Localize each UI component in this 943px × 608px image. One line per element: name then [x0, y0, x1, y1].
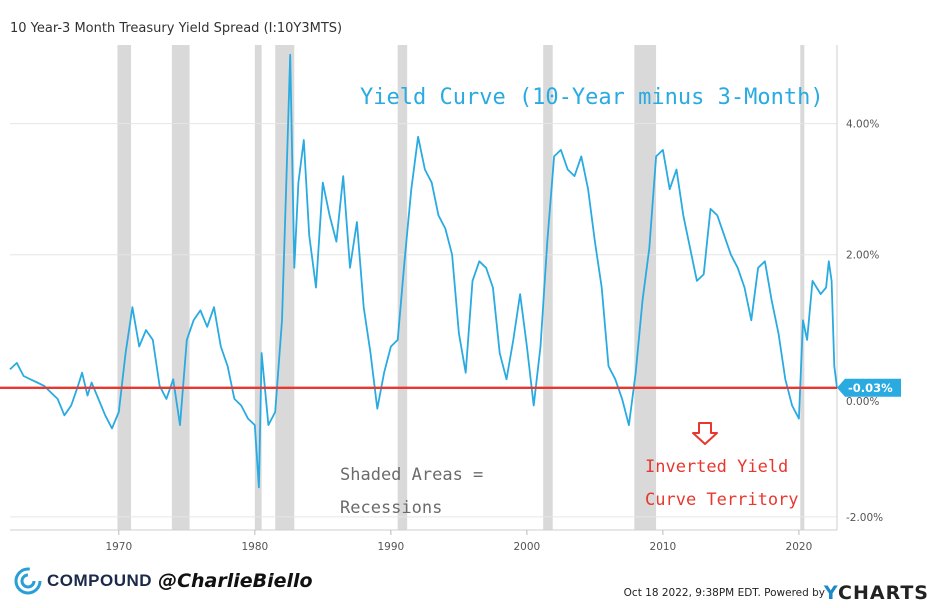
- timestamp-text: Oct 18 2022, 9:38PM EDT.: [623, 587, 761, 599]
- x-tick-label: 2010: [650, 541, 677, 553]
- powered-by-text: Powered by: [764, 587, 825, 599]
- x-tick-label: 1970: [105, 541, 132, 553]
- x-tick-label: 1980: [241, 541, 268, 553]
- recession-band: [171, 45, 190, 530]
- recession-band: [634, 45, 657, 530]
- recession-band: [275, 45, 295, 530]
- y-tick-label: 2.00%: [846, 250, 879, 262]
- y-axis-ticks: 4.00% 2.00% -2.00%: [846, 119, 883, 524]
- inverted-label-line2: Curve Territory: [645, 490, 799, 510]
- yield-curve-label: Yield Curve (10-Year minus 3-Month): [360, 85, 824, 110]
- yield-curve-series-line: [9, 53, 838, 489]
- current-value-badge-text: -0.03%: [848, 381, 893, 395]
- ycharts-logo: YCHARTS: [824, 582, 929, 604]
- shaded-areas-label-line2: Recessions: [340, 498, 442, 518]
- compound-logo-icon: [14, 567, 42, 595]
- y-tick-label: -2.00%: [846, 512, 883, 524]
- shaded-areas-label-line1: Shaded Areas =: [340, 465, 483, 485]
- author-handle: @CharlieBiello: [158, 570, 313, 592]
- gridlines: [10, 123, 837, 518]
- ycharts-y: Y: [823, 582, 839, 604]
- current-value-badge: -0.03%: [837, 378, 901, 397]
- ycharts-rest: CHARTS: [838, 582, 929, 604]
- compound-brand-text: COMPOUND: [47, 571, 153, 590]
- recession-bands: [117, 45, 805, 530]
- recession-band: [117, 45, 132, 530]
- x-tick-label: 2000: [514, 541, 541, 553]
- compound-brand: COMPOUND @CharlieBiello: [14, 567, 313, 595]
- recession-band: [254, 45, 262, 530]
- x-tick-label: 1990: [377, 541, 404, 553]
- current-value-badge-shape: [837, 378, 901, 397]
- x-tick-label: 2020: [786, 541, 813, 553]
- down-arrow-icon: [692, 422, 718, 445]
- page-title: 10 Year-3 Month Treasury Yield Spread (I…: [10, 21, 343, 36]
- y-tick-label: 4.00%: [846, 119, 879, 131]
- partial-zero-tick: 0.00%: [846, 396, 879, 408]
- inverted-label-line1: Inverted Yield: [645, 457, 788, 477]
- x-axis-ticks: 1970 1980 1990 2000 2010 2020: [105, 530, 812, 553]
- recession-band: [800, 45, 805, 530]
- footer-timestamp: Oct 18 2022, 9:38PM EDT. Powered by: [624, 587, 825, 599]
- recession-band: [543, 45, 553, 530]
